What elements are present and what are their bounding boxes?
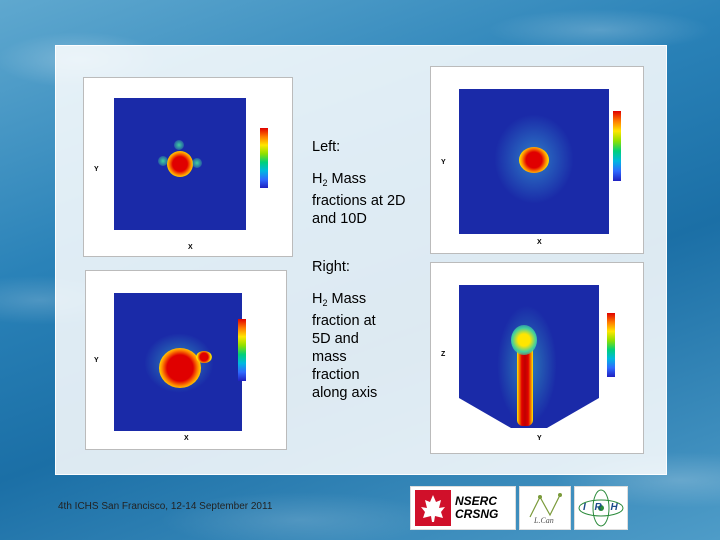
nserc-logo: NSERC CRSNG: [410, 486, 516, 530]
h2-jet: [517, 340, 533, 426]
figure-top-right: X Y: [430, 66, 644, 254]
axial-contour-plot: [459, 285, 599, 428]
figure-bottom-right: Y Z: [430, 262, 644, 454]
left-heading: Left:: [312, 139, 341, 155]
maple-leaf-icon: [415, 490, 451, 526]
lcan-graphic: L.Can: [529, 493, 562, 525]
footer-conference: 4th ICHS San Francisco, 12-14 September …: [58, 501, 273, 512]
svg-text:L.Can: L.Can: [533, 516, 554, 525]
nserc-text: NSERC: [455, 494, 498, 508]
contour-plot-10d: [459, 89, 609, 234]
h2-plume: [159, 348, 201, 388]
z-axis-label: Z: [441, 351, 446, 358]
colorbar: [613, 111, 621, 181]
x-axis-label: X: [184, 435, 189, 442]
x-axis-label: X: [537, 239, 542, 246]
colorbar: [238, 319, 246, 381]
y-axis-label: Y: [537, 435, 542, 442]
contour-plot-2d: [114, 98, 246, 230]
contour-plot-5d: [114, 293, 242, 431]
crsng-text: CRSNG: [455, 507, 499, 521]
figure-top-left: X Y: [83, 77, 293, 257]
y-axis-label: Y: [441, 159, 446, 166]
right-description: H2 Mass fraction at 5D and mass fraction…: [312, 291, 378, 401]
figure-bottom-left: X Y: [85, 270, 287, 450]
h2-plume: [519, 147, 549, 173]
irh-logo: I R H: [574, 486, 628, 530]
x-axis-label: X: [188, 244, 193, 251]
right-heading: Right:: [312, 259, 350, 275]
colorbar: [260, 128, 268, 188]
y-axis-label: Y: [94, 357, 99, 364]
y-axis-label: Y: [94, 166, 99, 173]
irh-text: I R H: [583, 502, 621, 513]
irh-graphic: [578, 489, 624, 527]
lcan-logo: L.Can: [519, 486, 571, 530]
sponsor-logos: NSERC CRSNG L.Can I R H: [410, 486, 628, 530]
h2-plume: [167, 151, 193, 177]
description-text: Left: H2 Mass fractions at 2D and 10D Ri…: [312, 138, 422, 402]
left-description: H2 Mass fractions at 2D and 10D: [312, 171, 406, 227]
colorbar: [607, 313, 615, 377]
